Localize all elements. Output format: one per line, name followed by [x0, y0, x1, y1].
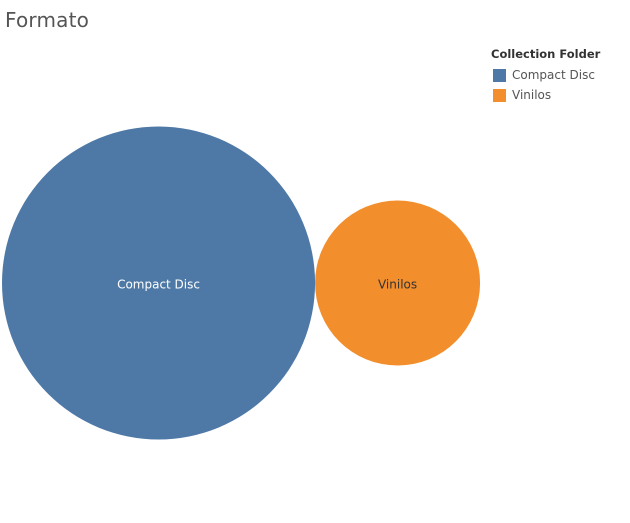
legend-swatch-vinilos [493, 88, 506, 102]
chart-title: Formato [5, 8, 90, 32]
bubble-label-compact-disc: Compact Disc [117, 278, 200, 292]
legend-label-compact-disc: Compact Disc [512, 68, 595, 82]
bubble-vinilos[interactable] [315, 200, 481, 366]
bubble-label-vinilos: Vinilos [378, 278, 417, 292]
legend-item-compact-disc[interactable]: Compact Disc [491, 65, 600, 85]
bubbles-group: Compact Disc Vinilos [2, 126, 481, 440]
bubble-compact-disc[interactable] [2, 126, 316, 440]
legend-item-vinilos[interactable]: Vinilos [491, 85, 600, 105]
legend: Collection Folder Compact Disc Vinilos [491, 47, 600, 105]
legend-swatch-compact-disc [493, 68, 506, 82]
legend-title: Collection Folder [491, 47, 601, 61]
legend-label-vinilos: Vinilos [512, 88, 552, 102]
